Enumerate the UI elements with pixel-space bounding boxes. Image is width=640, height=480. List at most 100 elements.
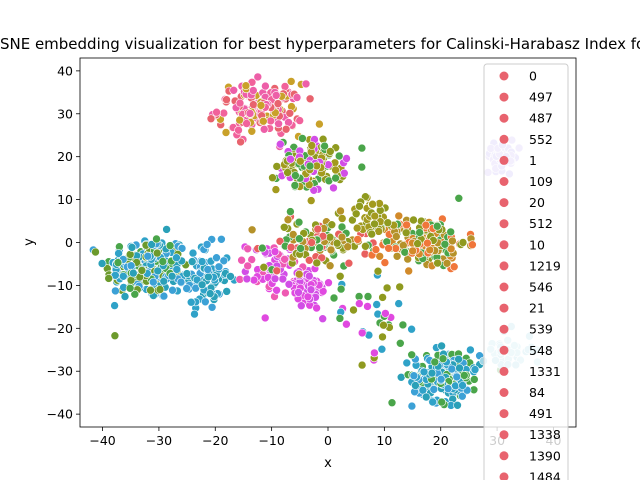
scatter-point xyxy=(172,265,182,274)
legend-entry: 487 xyxy=(529,111,553,126)
scatter-point xyxy=(303,292,313,302)
scatter-point xyxy=(242,119,251,128)
scatter-point xyxy=(249,86,258,95)
scatter-point xyxy=(449,262,459,272)
legend-entry: 512 xyxy=(529,216,553,231)
scatter-point xyxy=(408,246,418,256)
scatter-point xyxy=(197,257,207,266)
y-tick-label: 20 xyxy=(57,149,73,164)
scatter-point xyxy=(430,357,440,367)
scatter-point xyxy=(295,156,305,166)
scatter-point xyxy=(454,194,464,203)
scatter-point xyxy=(353,235,363,244)
scatter-point xyxy=(270,274,280,284)
legend-entry: 1484 xyxy=(529,469,561,480)
scatter-point xyxy=(357,162,367,172)
scatter-point xyxy=(307,141,317,150)
legend-marker xyxy=(499,113,509,123)
scatter-point xyxy=(352,223,362,233)
scatter-point xyxy=(271,185,281,194)
scatter-point xyxy=(268,173,277,182)
scatter-point xyxy=(409,371,419,381)
scatter-point xyxy=(129,268,138,278)
legend-marker xyxy=(499,177,509,186)
y-axis-label: y xyxy=(22,238,37,246)
scatter-point xyxy=(329,293,339,303)
scatter-point xyxy=(371,245,381,254)
scatter-point xyxy=(177,244,187,253)
legend-marker xyxy=(499,240,509,250)
scatter-point xyxy=(313,224,323,234)
legend-marker xyxy=(499,92,509,102)
scatter-point xyxy=(281,124,291,134)
scatter-point xyxy=(242,274,252,284)
scatter-point xyxy=(247,255,256,264)
scatter-point xyxy=(404,266,414,276)
scatter-point xyxy=(295,116,305,125)
scatter-point xyxy=(243,261,252,271)
scatter-point xyxy=(391,244,401,253)
scatter-point xyxy=(126,261,136,271)
scatter-point xyxy=(245,109,255,118)
scatter-point xyxy=(212,107,221,117)
scatter-point xyxy=(329,183,338,193)
chart-title: t-SNE embedding visualization for best h… xyxy=(0,35,640,53)
scatter-point xyxy=(229,86,238,95)
scatter-point xyxy=(204,272,213,282)
scatter-point xyxy=(113,258,123,267)
scatter-point xyxy=(324,278,333,288)
scatter-point xyxy=(395,282,405,292)
legend-entry: 0 xyxy=(529,69,537,84)
scatter-point xyxy=(360,249,370,259)
scatter-point xyxy=(344,258,354,268)
legend-marker xyxy=(499,388,509,397)
scatter-point xyxy=(401,228,411,238)
legend-marker xyxy=(499,198,509,208)
scatter-point xyxy=(296,301,306,311)
scatter-point xyxy=(336,206,345,216)
legend-marker xyxy=(499,134,509,144)
scatter-point xyxy=(466,345,475,355)
scatter-point xyxy=(372,300,382,309)
scatter-point xyxy=(197,280,207,290)
scatter-point xyxy=(361,242,370,251)
scatter-point xyxy=(442,258,452,268)
scatter-point xyxy=(190,309,199,319)
scatter-point xyxy=(249,275,259,285)
scatter-point xyxy=(307,238,316,247)
scatter-point xyxy=(380,258,390,267)
scatter-point xyxy=(260,313,270,323)
scatter-point xyxy=(149,277,158,287)
legend-box xyxy=(483,63,569,480)
scatter-point xyxy=(126,275,136,285)
y-tick-label: −20 xyxy=(47,321,73,336)
scatter-point xyxy=(411,381,420,390)
scatter-point xyxy=(219,108,229,118)
legend-marker xyxy=(499,451,509,461)
scatter-point xyxy=(241,81,251,90)
scatter-point xyxy=(427,368,437,378)
scatter-point xyxy=(315,243,324,252)
scatter-point xyxy=(337,222,347,232)
legend-marker xyxy=(499,303,509,313)
scatter-point xyxy=(357,360,367,370)
scatter-point xyxy=(214,262,224,272)
scatter-point xyxy=(335,314,345,323)
scatter-point xyxy=(421,392,431,402)
scatter-point xyxy=(275,237,285,246)
scatter-point xyxy=(125,283,135,293)
scatter-point xyxy=(312,303,321,313)
y-tick-label: 0 xyxy=(65,235,73,250)
x-tick-label: −30 xyxy=(146,433,172,448)
scatter-point xyxy=(221,128,231,137)
scatter-point xyxy=(212,253,221,263)
y-tick-label: 30 xyxy=(57,106,73,121)
scatter-point xyxy=(413,239,422,248)
scatter-point xyxy=(168,285,177,295)
scatter-point xyxy=(222,287,231,296)
legend-entry: 546 xyxy=(529,280,553,295)
scatter-point xyxy=(188,248,198,258)
scatter-point xyxy=(407,401,417,411)
scatter-point xyxy=(249,100,258,109)
scatter-point xyxy=(206,114,216,123)
